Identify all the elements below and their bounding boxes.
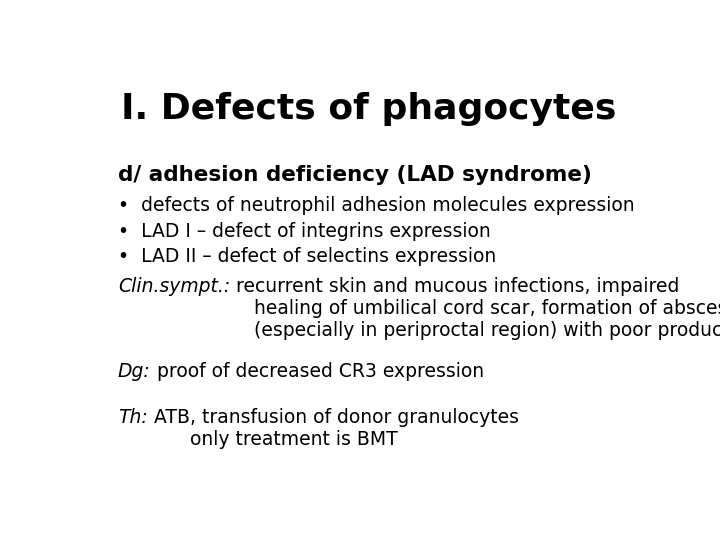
Text: ATB, transfusion of donor granulocytes
       only treatment is BMT: ATB, transfusion of donor granulocytes o… xyxy=(148,408,518,449)
Text: •  LAD I – defect of integrins expression: • LAD I – defect of integrins expression xyxy=(118,221,490,240)
Text: I. Defects of phagocytes: I. Defects of phagocytes xyxy=(121,92,617,126)
Text: Clin.sympt.:: Clin.sympt.: xyxy=(118,277,230,296)
Text: Th:: Th: xyxy=(118,408,148,427)
Text: •  defects of neutrophil adhesion molecules expression: • defects of neutrophil adhesion molecul… xyxy=(118,196,634,215)
Text: proof of decreased CR3 expression: proof of decreased CR3 expression xyxy=(150,362,484,381)
Text: d/ adhesion deficiency (LAD syndrome): d/ adhesion deficiency (LAD syndrome) xyxy=(118,165,592,185)
Text: Dg:: Dg: xyxy=(118,362,150,381)
Text: recurrent skin and mucous infections, impaired
    healing of umbilical cord sca: recurrent skin and mucous infections, im… xyxy=(230,277,720,340)
Text: •  LAD II – defect of selectins expression: • LAD II – defect of selectins expressio… xyxy=(118,247,496,266)
